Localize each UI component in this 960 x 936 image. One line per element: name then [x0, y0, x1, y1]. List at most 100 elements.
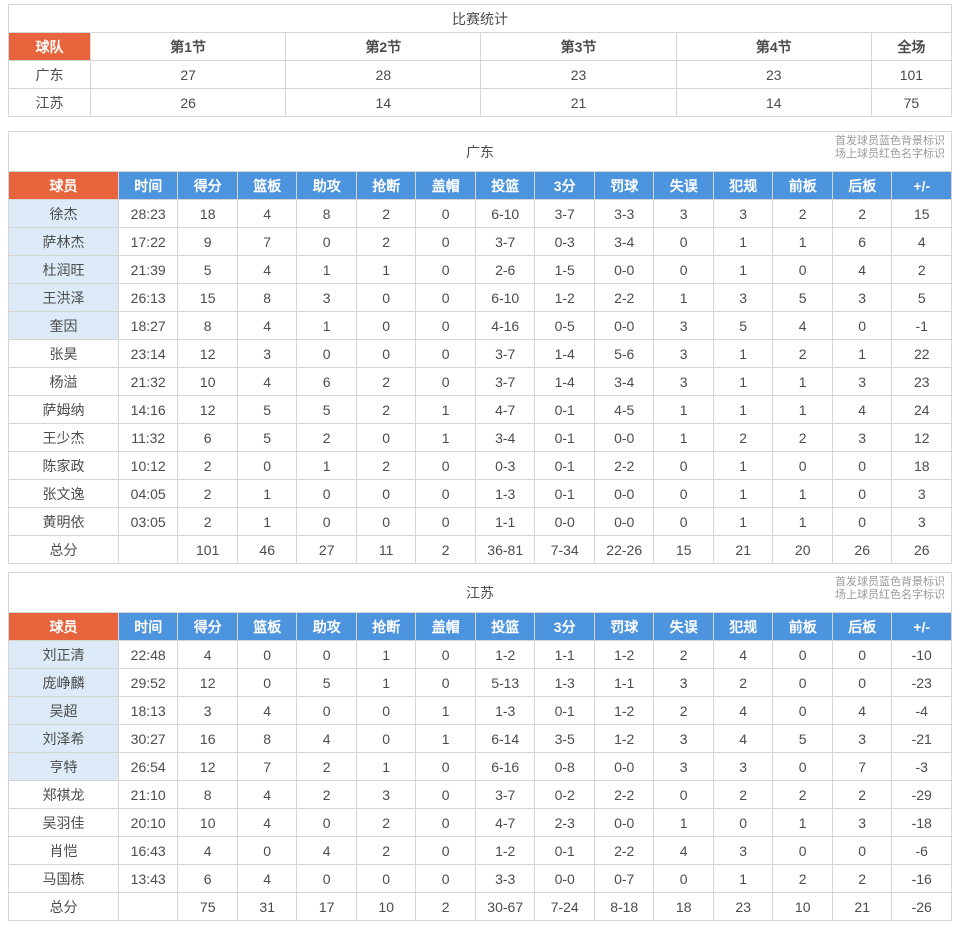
total-stat-cell [117, 535, 179, 564]
legend-oncourt-note: 场上球员红色名字标识 [835, 148, 945, 160]
total-stat-cell: 27 [296, 535, 357, 564]
stat-cell: 3-7 [474, 339, 536, 368]
stat-column-header: 犯规 [712, 612, 774, 641]
stat-cell: 18:27 [117, 311, 179, 340]
team-stats-table-jiangsu: 江苏 首发球员蓝色背景标识 场上球员红色名字标识 球员 时间 得分 篮板 助攻 抢断 盖帽投… [8, 572, 952, 921]
stat-column-header: 前板 [772, 171, 833, 200]
stat-cell: 1-2 [593, 696, 655, 725]
team-caption-cell: 江苏 首发球员蓝色背景标识 场上球员红色名字标识 [8, 572, 952, 613]
stat-cell: 0-1 [534, 836, 595, 865]
stat-header-row: 球员 时间 得分 篮板 助攻 抢断 盖帽 投篮 3分 罚球 失误 犯规 前板 后板 +/- [8, 612, 952, 641]
stat-cell: 4 [236, 864, 298, 893]
stat-column-header: 失误 [653, 612, 714, 641]
legend: 首发球员蓝色背景标识 场上球员红色名字标识 [835, 576, 945, 602]
stat-cell: 5 [236, 423, 298, 452]
stat-cell: 1-2 [474, 836, 536, 865]
stat-cell: 0 [296, 227, 357, 256]
team-stats-table-guangdong: 广东 首发球员蓝色背景标识 场上球员红色名字标识 球员 时间 得分 篮板 助攻 抢断 盖帽投… [8, 131, 952, 564]
stat-cell: 3 [712, 283, 774, 312]
stat-cell: 0 [653, 507, 714, 536]
stat-cell: 1-1 [534, 640, 595, 669]
stat-cell: 6 [296, 367, 357, 396]
stat-column-header: 失误 [653, 171, 714, 200]
stat-cell: 1 [236, 507, 298, 536]
stat-cell: 12 [177, 395, 238, 424]
stat-cell: 3 [653, 367, 714, 396]
player-row: 王少杰 11:32 6 5 2 0 1 3-4 0-1 0-0 1 2 2 3 12 [8, 423, 952, 452]
stat-cell: 21:10 [117, 780, 179, 809]
stat-cell: 2-2 [593, 283, 655, 312]
stat-cell: 1 [296, 255, 357, 284]
legend-oncourt-note: 场上球员红色名字标识 [835, 589, 945, 601]
stat-cell: 1-3 [474, 696, 536, 725]
stat-column-header: 抢断 [355, 171, 417, 200]
player-row: 郑祺龙 21:10 8 4 2 3 0 3-7 0-2 2-2 0 2 2 2 -29 [8, 780, 952, 809]
total-stat-cell: 11 [355, 535, 417, 564]
stat-cell: 3-7 [534, 199, 595, 228]
stat-cell: 0 [653, 227, 714, 256]
stat-cell: 1 [772, 479, 833, 508]
stat-column-header: 罚球 [593, 612, 655, 641]
stat-cell: 3 [653, 311, 714, 340]
stat-cell: 4 [712, 724, 774, 753]
stat-cell: 2 [355, 808, 417, 837]
stat-cell: 8 [177, 780, 238, 809]
stat-cell: 12 [177, 752, 238, 781]
stat-cell: 18 [891, 451, 952, 480]
stat-cell: 0 [296, 507, 357, 536]
stat-cell: 0 [831, 640, 893, 669]
stat-cell: 2 [772, 423, 833, 452]
player-row: 刘泽希 30:27 16 8 4 0 1 6-14 3-5 1-2 3 4 5 3 -21 [8, 724, 952, 753]
player-name-cell: 吴超 [8, 696, 119, 725]
quarter-score-cell: 23 [480, 60, 677, 89]
stat-cell: 4 [236, 199, 298, 228]
player-name-cell: 杜润旺 [8, 255, 119, 284]
stat-cell: 0-0 [593, 507, 655, 536]
stat-cell: 7 [236, 752, 298, 781]
stat-column-header: 投篮 [474, 171, 536, 200]
player-name-cell: 郑祺龙 [8, 780, 119, 809]
stat-cell: -16 [891, 864, 952, 893]
stat-cell: 0-0 [593, 311, 655, 340]
summary-quarter-column-header: 第4节 [675, 32, 872, 61]
stat-cell: 0 [355, 311, 417, 340]
stat-cell: 2 [653, 696, 714, 725]
game-summary-section: 比赛统计 球队 第1节 第2节 第3节 第4节 全场 广东 27 28 23 23 101 江苏 26 1… [7, 4, 953, 117]
stat-cell: 2 [712, 668, 774, 697]
stat-cell: 2 [772, 199, 833, 228]
summary-quarter-column-header: 第3节 [480, 32, 677, 61]
player-row: 杜润旺 21:39 5 4 1 1 0 2-6 1-5 0-0 0 1 0 4 2 [8, 255, 952, 284]
quarter-score-cell: 27 [90, 60, 287, 89]
stat-cell: 2-2 [593, 780, 655, 809]
team-header-row: 广东 首发球员蓝色背景标识 场上球员红色名字标识 [8, 131, 952, 172]
stat-cell: 3 [831, 724, 893, 753]
stat-cell: 6-10 [474, 199, 536, 228]
stat-cell: 4 [236, 311, 298, 340]
total-row: 总分 101 46 27 11 2 36-81 7-34 22-26 15 21 20 26 26 [8, 535, 952, 564]
stat-cell: -21 [891, 724, 952, 753]
stat-cell: 12 [177, 668, 238, 697]
stat-cell: 4 [772, 311, 833, 340]
stat-cell: 11:32 [117, 423, 179, 452]
total-stat-cell: 10 [772, 892, 833, 921]
stat-cell: 1 [355, 752, 417, 781]
stat-cell: 2 [355, 836, 417, 865]
total-stat-cell: 30-67 [474, 892, 536, 921]
stat-cell: 6-14 [474, 724, 536, 753]
total-stat-cell: -26 [891, 892, 952, 921]
stat-column-header: 盖帽 [415, 171, 476, 200]
stat-cell: 1 [653, 395, 714, 424]
stat-cell: 1-1 [474, 507, 536, 536]
player-name-cell: 王洪泽 [8, 283, 119, 312]
stat-cell: 0 [355, 479, 417, 508]
stat-cell: 4-5 [593, 395, 655, 424]
stat-cell: 5 [296, 668, 357, 697]
player-name-cell: 王少杰 [8, 423, 119, 452]
stat-cell: 3 [355, 780, 417, 809]
stat-cell: 0-7 [593, 864, 655, 893]
stat-cell: 4 [177, 836, 238, 865]
stat-cell: 7 [236, 227, 298, 256]
quarter-score-cell: 14 [675, 88, 872, 117]
stat-cell: 0 [415, 752, 476, 781]
stat-cell: 4 [296, 724, 357, 753]
